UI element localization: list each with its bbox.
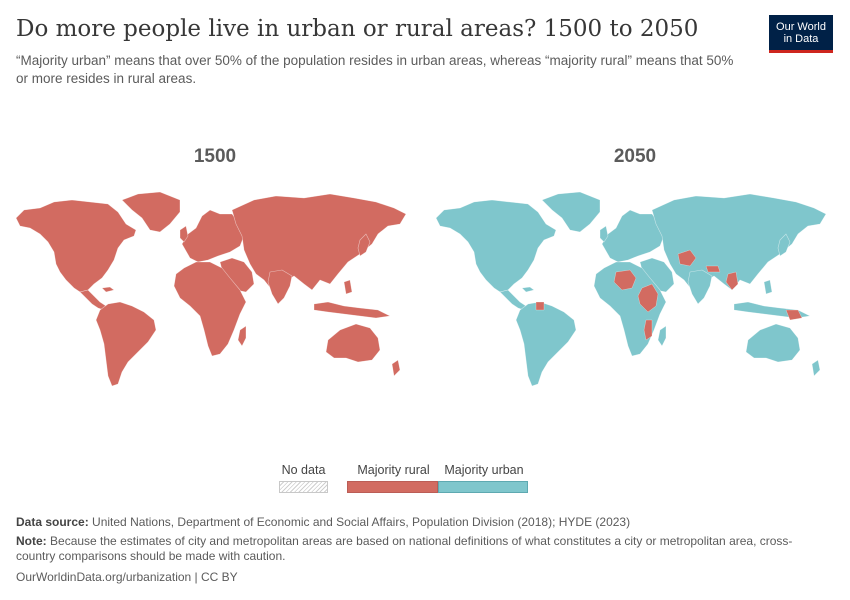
note-label: Note:: [16, 534, 47, 548]
caribbean[interactable]: [521, 286, 535, 293]
japan[interactable]: [777, 233, 791, 257]
africa[interactable]: [173, 261, 247, 357]
footnote: Note: Because the estimates of city and …: [16, 534, 826, 564]
south-america[interactable]: [95, 301, 157, 387]
new-zealand[interactable]: [391, 359, 401, 377]
continents-2050: [435, 191, 827, 387]
india[interactable]: [267, 269, 293, 305]
legend-rural-label: Majority rural: [357, 463, 430, 477]
world-map-2050[interactable]: [434, 180, 834, 400]
guyana-region[interactable]: [535, 301, 545, 311]
north-america[interactable]: [15, 199, 137, 293]
madagascar[interactable]: [657, 325, 667, 347]
philippines[interactable]: [343, 279, 353, 295]
asia[interactable]: [651, 193, 827, 291]
legend-no-data-label: No data: [281, 463, 326, 477]
data-source-text: United Nations, Department of Economic a…: [92, 515, 631, 529]
chart-title: Do more people live in urban or rural ar…: [16, 16, 699, 42]
legend-rural-swatch[interactable]: [347, 481, 438, 493]
indonesia[interactable]: [313, 301, 391, 319]
myanmar-region[interactable]: [725, 271, 739, 291]
east-africa-region[interactable]: [637, 283, 659, 313]
note-text: Because the estimates of city and metrop…: [16, 534, 793, 563]
asia[interactable]: [231, 193, 407, 291]
great-britain[interactable]: [599, 225, 609, 243]
rural-countries-2050: [535, 249, 803, 341]
world-map-1500[interactable]: [14, 180, 414, 400]
philippines[interactable]: [763, 279, 773, 295]
madagascar[interactable]: [237, 325, 247, 347]
nepal-region[interactable]: [705, 265, 721, 273]
south-america[interactable]: [515, 301, 577, 387]
north-america[interactable]: [435, 199, 557, 293]
australia[interactable]: [745, 323, 801, 363]
legend-urban-label: Majority urban: [444, 463, 524, 477]
greenland[interactable]: [121, 191, 181, 233]
greenland[interactable]: [541, 191, 601, 233]
chad-niger-region[interactable]: [613, 269, 637, 291]
data-source: Data source: United Nations, Department …: [16, 515, 826, 530]
continents-1500: [15, 191, 407, 387]
central-america[interactable]: [499, 289, 527, 311]
great-britain[interactable]: [179, 225, 189, 243]
japan[interactable]: [357, 233, 371, 257]
legend-urban-swatch[interactable]: [438, 481, 528, 493]
map-year-1500: 1500: [193, 146, 237, 167]
owid-logo[interactable]: Our World in Data: [769, 15, 833, 53]
chart-subtitle: “Majority urban” means that over 50% of …: [16, 53, 734, 86]
logo-line-1: Our World: [776, 21, 826, 33]
papua-new-guinea[interactable]: [785, 309, 803, 321]
central-america[interactable]: [79, 289, 107, 311]
india[interactable]: [687, 269, 713, 305]
map-year-2050: 2050: [613, 146, 657, 167]
new-zealand[interactable]: [811, 359, 821, 377]
source-url[interactable]: OurWorldinData.org/urbanization | CC BY: [16, 570, 238, 584]
data-source-label: Data source:: [16, 515, 89, 529]
malawi-mozambique-region[interactable]: [643, 319, 653, 341]
legend-no-data-swatch[interactable]: [279, 481, 328, 493]
logo-line-2: in Data: [783, 33, 819, 45]
caribbean[interactable]: [101, 286, 115, 293]
australia[interactable]: [325, 323, 381, 363]
afghanistan[interactable]: [677, 249, 697, 267]
